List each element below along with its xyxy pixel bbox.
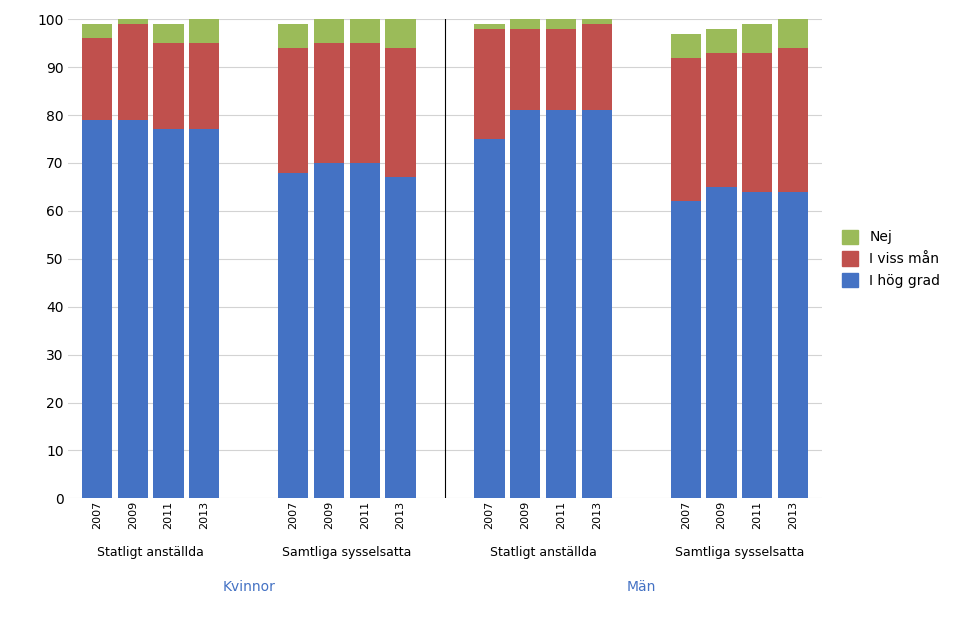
Bar	[189, 129, 219, 498]
Bar	[82, 24, 112, 38]
Bar	[742, 24, 772, 53]
Bar	[82, 38, 112, 120]
Bar	[777, 19, 807, 48]
Bar	[545, 111, 575, 498]
Bar	[510, 111, 540, 498]
Bar	[153, 43, 184, 129]
Text: Statligt anställda: Statligt anställda	[97, 546, 204, 559]
Text: Samtliga sysselsatta: Samtliga sysselsatta	[282, 546, 411, 559]
Bar	[474, 29, 504, 139]
Bar	[742, 53, 772, 192]
Text: Män: Män	[626, 580, 656, 594]
Bar	[349, 19, 379, 43]
Bar	[545, 29, 575, 111]
Bar	[474, 139, 504, 498]
Text: Samtliga sysselsatta: Samtliga sysselsatta	[674, 546, 803, 559]
Bar	[510, 29, 540, 111]
Bar	[314, 19, 344, 43]
Bar	[117, 19, 148, 24]
Bar	[385, 178, 415, 498]
Bar	[474, 24, 504, 29]
Bar	[742, 192, 772, 498]
Bar	[314, 43, 344, 163]
Bar	[581, 19, 612, 24]
Bar	[385, 48, 415, 178]
Bar	[349, 163, 379, 498]
Bar	[670, 33, 701, 58]
Bar	[153, 129, 184, 498]
Bar	[117, 120, 148, 498]
Text: Statligt anställda: Statligt anställda	[489, 546, 596, 559]
Bar	[705, 187, 736, 498]
Bar	[189, 19, 219, 43]
Bar	[581, 111, 612, 498]
Bar	[277, 24, 308, 48]
Bar	[277, 48, 308, 173]
Bar	[670, 201, 701, 498]
Bar	[705, 52, 736, 187]
Bar	[705, 29, 736, 53]
Bar	[670, 58, 701, 201]
Bar	[777, 192, 807, 498]
Bar	[349, 43, 379, 163]
Bar	[545, 19, 575, 29]
Bar	[277, 173, 308, 498]
Bar	[581, 24, 612, 111]
Bar	[189, 43, 219, 129]
Bar	[777, 48, 807, 192]
Text: Kvinnor: Kvinnor	[222, 580, 275, 594]
Bar	[153, 24, 184, 43]
Bar	[117, 24, 148, 120]
Bar	[82, 120, 112, 498]
Legend: Nej, I viss mån, I hög grad: Nej, I viss mån, I hög grad	[835, 224, 945, 293]
Bar	[510, 19, 540, 29]
Bar	[385, 19, 415, 48]
Bar	[314, 163, 344, 498]
